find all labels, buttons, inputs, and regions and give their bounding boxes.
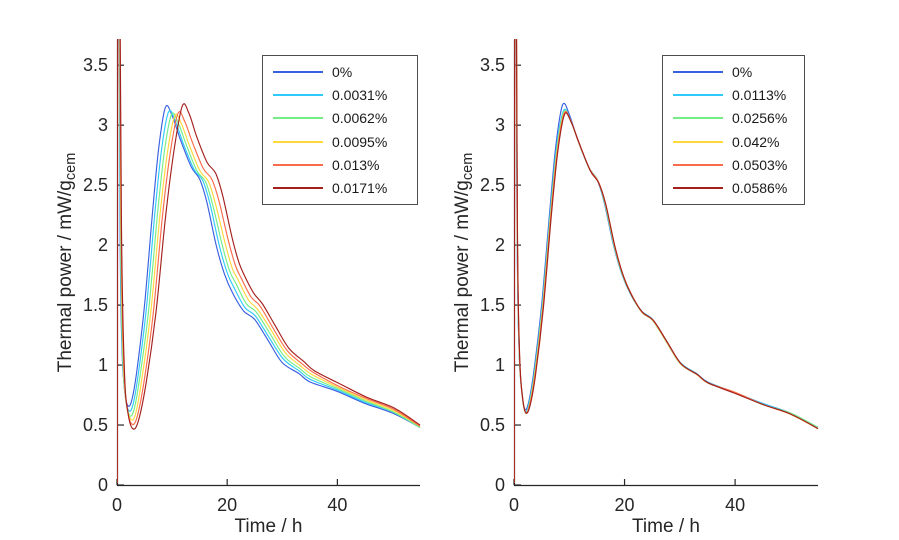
legend-label: 0% bbox=[332, 63, 353, 80]
y-tick-label: 3.5 bbox=[480, 55, 505, 75]
legend-label: 0% bbox=[732, 63, 753, 80]
y-tick-label: 0 bbox=[98, 475, 108, 495]
series-group bbox=[514, 39, 819, 483]
legend-line-swatch bbox=[673, 140, 723, 143]
legend-item: 0.0503% bbox=[663, 153, 804, 176]
legend-line-swatch bbox=[273, 117, 323, 120]
legend-line-swatch bbox=[273, 93, 323, 96]
x-tick-label: 0 bbox=[509, 495, 519, 515]
y-tick-label: 2.5 bbox=[83, 175, 108, 195]
legend-line-swatch bbox=[673, 70, 723, 73]
legend-item: 0.042% bbox=[663, 130, 804, 153]
x-axis-label: Time / h bbox=[632, 516, 700, 537]
y-tick-label: 3.5 bbox=[83, 55, 108, 75]
y-axis-label: Thermal power / mW/gcem bbox=[55, 153, 79, 373]
legend-line-swatch bbox=[273, 70, 323, 73]
legend-item: 0% bbox=[263, 60, 417, 83]
y-tick-label: 1.5 bbox=[480, 295, 505, 315]
series-line-0.0171% bbox=[117, 39, 421, 483]
legend-line-swatch bbox=[673, 93, 723, 96]
legend-label: 0.0113% bbox=[732, 86, 787, 103]
legend-left: 0% 0.0031% 0.0062% 0.0095% 0.013% 0.0171% bbox=[262, 55, 418, 205]
legend-label: 0.013% bbox=[332, 156, 380, 173]
series-line-0.0586% bbox=[514, 39, 819, 483]
chart-left: 0 20 40 0 0.5 1 1.5 2 2.5 3 3.5 Time / h Thermal pow… bbox=[55, 39, 421, 537]
legend-item: 0.0586% bbox=[663, 176, 804, 199]
y-tick-label: 0.5 bbox=[83, 415, 108, 435]
y-tick-label: 3 bbox=[495, 115, 505, 135]
y-tick-label: 2 bbox=[495, 235, 505, 255]
legend-label: 0.0031% bbox=[332, 86, 388, 103]
legend-line-swatch bbox=[673, 117, 723, 120]
legend-label: 0.0095% bbox=[332, 133, 388, 150]
legend-line-swatch bbox=[273, 163, 323, 166]
legend-item: 0.0031% bbox=[263, 83, 417, 106]
legend-item: 0.0113% bbox=[663, 83, 804, 106]
legend-label: 0.0503% bbox=[732, 156, 788, 173]
legend-label: 0.0171% bbox=[332, 180, 388, 197]
legend-label: 0.042% bbox=[732, 133, 780, 150]
y-tick-label: 1.5 bbox=[83, 295, 108, 315]
legend-line-swatch bbox=[673, 163, 723, 166]
x-tick-label: 40 bbox=[725, 495, 745, 515]
y-tick-label: 2 bbox=[98, 235, 108, 255]
y-tick-label: 2.5 bbox=[480, 175, 505, 195]
legend-line-swatch bbox=[273, 140, 323, 143]
legend-item: 0.0062% bbox=[263, 107, 417, 130]
legend-label: 0.0256% bbox=[732, 110, 788, 127]
y-axis-label: Thermal power / mW/gcem bbox=[452, 153, 476, 373]
y-tick-label: 0 bbox=[495, 475, 505, 495]
legend-item: 0.013% bbox=[263, 153, 417, 176]
legend-label: 0.0586% bbox=[732, 180, 788, 197]
legend-label: 0.0062% bbox=[332, 110, 388, 127]
legend-item: 0.0256% bbox=[663, 107, 804, 130]
y-tick-label: 1 bbox=[98, 355, 108, 375]
y-tick-label: 0.5 bbox=[480, 415, 505, 435]
legend-item: 0.0171% bbox=[263, 176, 417, 199]
series-group bbox=[117, 39, 421, 483]
x-tick-label: 20 bbox=[615, 495, 635, 515]
legend-line-swatch bbox=[273, 187, 323, 190]
x-tick-label: 0 bbox=[112, 495, 122, 515]
legend-right: 0% 0.0113% 0.0256% 0.042% 0.0503% 0.0586% bbox=[662, 55, 805, 205]
legend-item: 0.0095% bbox=[263, 130, 417, 153]
y-tick-label: 1 bbox=[495, 355, 505, 375]
legend-line-swatch bbox=[673, 187, 723, 190]
x-axis-label: Time / h bbox=[235, 516, 303, 537]
x-tick-label: 40 bbox=[327, 495, 347, 515]
chart-right: 0 20 40 0 0.5 1 1.5 2 2.5 3 3.5 Time / h Thermal pow… bbox=[452, 39, 819, 537]
legend-item: 0% bbox=[663, 60, 804, 83]
y-tick-label: 3 bbox=[98, 115, 108, 135]
x-tick-label: 20 bbox=[217, 495, 237, 515]
